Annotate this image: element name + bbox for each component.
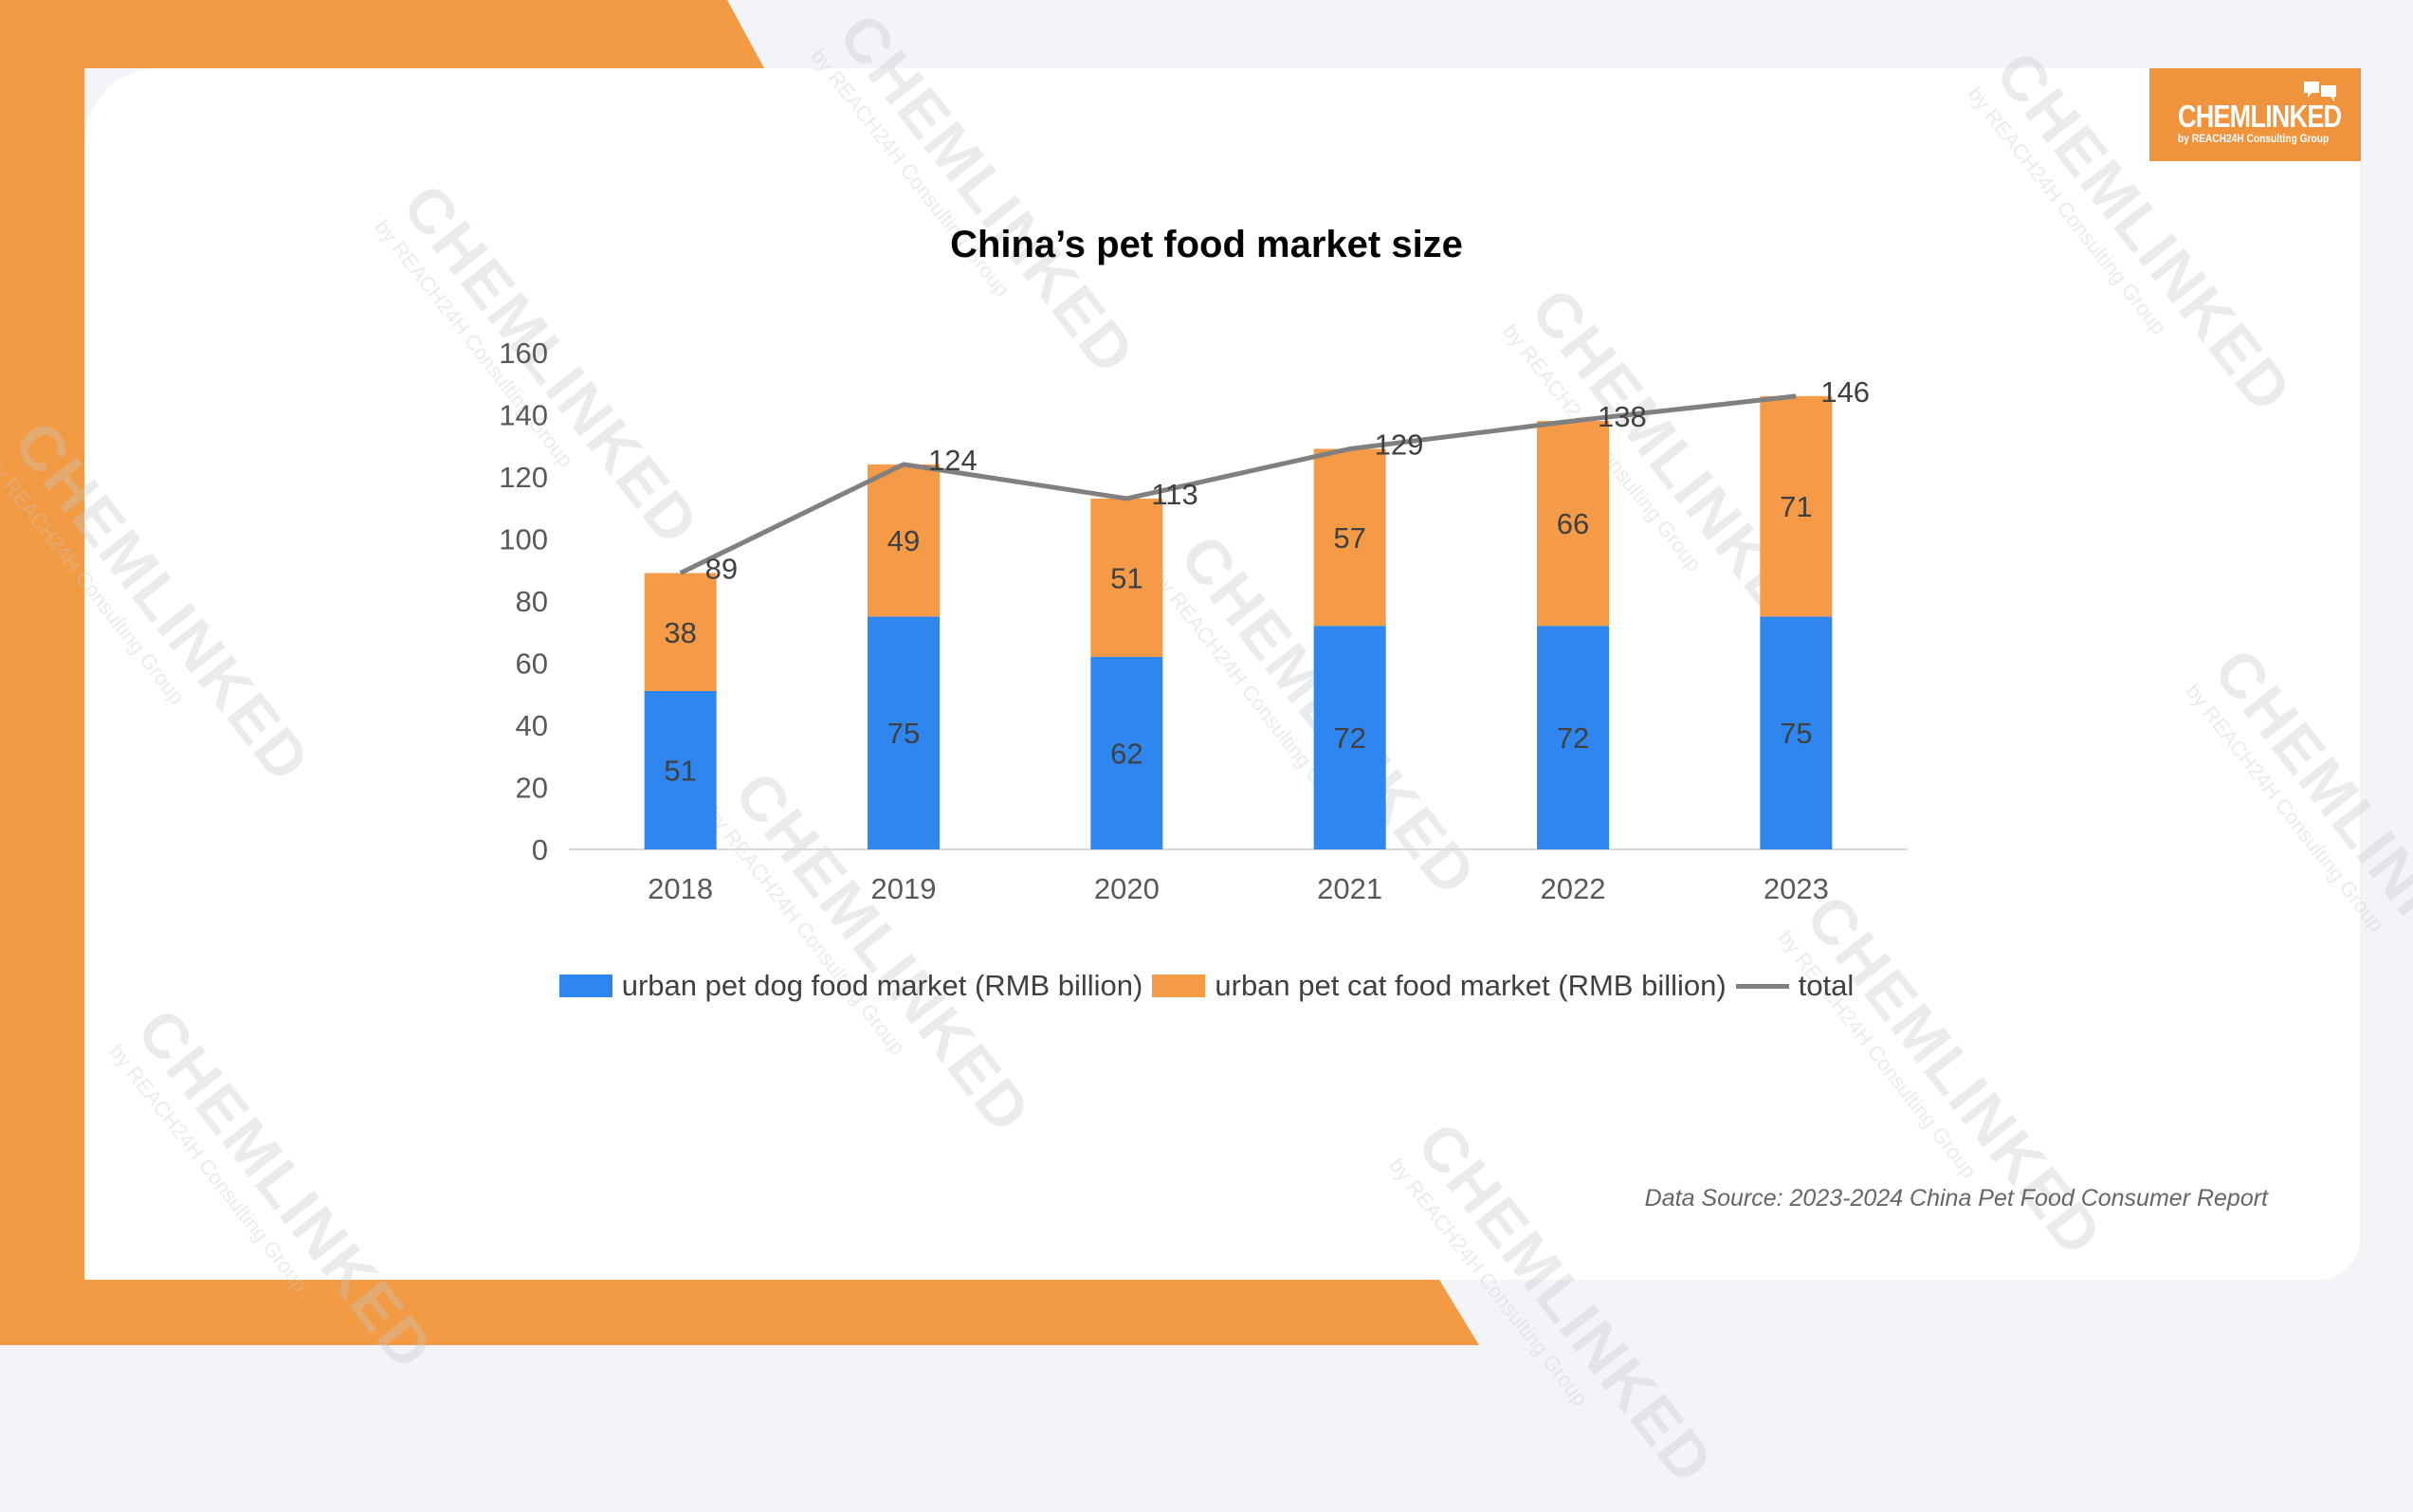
- data-label-dog: 72: [1333, 721, 1365, 755]
- data-label-dog: 72: [1557, 721, 1589, 755]
- bar-dog-2022: [1537, 626, 1609, 849]
- legend-swatch-cat: [1152, 975, 1206, 997]
- stacked-bar-line-chart: 0 20 40 60 80 100 120 140 160 51 38 2018 75 49 2019 62 5…: [499, 337, 1908, 905]
- bar-cat-2023: [1760, 395, 1833, 617]
- x-tick-label: 2023: [1764, 872, 1829, 905]
- bar-dog-2019: [868, 616, 940, 849]
- data-label-total: 89: [705, 553, 738, 586]
- bar-cat-2019: [868, 464, 940, 617]
- y-tick-label: 20: [516, 772, 548, 805]
- legend-label-cat: urban pet cat food market (RMB billion): [1215, 969, 1727, 1002]
- content-card: [84, 68, 2360, 1280]
- data-label-cat: 49: [887, 524, 920, 557]
- data-label-cat: 51: [1110, 561, 1143, 594]
- logo-wordmark: CHEMLINKED: [2178, 99, 2342, 134]
- chat-bubbles-icon: [2304, 82, 2336, 101]
- legend-item-total: total: [1735, 969, 1855, 1003]
- x-tick-label: 2020: [1094, 872, 1160, 905]
- x-tick-label: 2021: [1317, 872, 1382, 905]
- bar-dog-2018: [644, 690, 717, 849]
- data-label-total: 146: [1820, 375, 1870, 409]
- y-tick-label: 0: [532, 833, 548, 866]
- bar-cat-2020: [1090, 498, 1163, 657]
- data-label-dog: 75: [887, 717, 920, 750]
- legend-swatch-total: [1735, 983, 1789, 989]
- chart-title: China’s pet food market size: [950, 224, 1463, 265]
- series-line-total: [679, 393, 1797, 575]
- bar-cat-2021: [1313, 448, 1386, 627]
- bar-dog-2021: [1313, 626, 1386, 849]
- logo-tagline: by REACH24H Consulting Group: [2178, 132, 2330, 145]
- y-tick-label: 40: [516, 709, 548, 742]
- y-tick-label: 80: [516, 585, 548, 618]
- data-label-total: 124: [928, 444, 978, 477]
- data-source-note: Data Source: 2023-2024 China Pet Food Co…: [1644, 1185, 2268, 1211]
- data-label-total: 138: [1598, 400, 1647, 433]
- legend-label-dog: urban pet dog food market (RMB billion): [621, 969, 1143, 1002]
- x-tick-label: 2018: [648, 872, 713, 905]
- legend-label-total: total: [1798, 969, 1855, 1002]
- data-label-dog: 62: [1110, 737, 1143, 770]
- data-label-cat: 71: [1780, 490, 1812, 523]
- legend-item-dog: urban pet dog food market (RMB billion): [558, 969, 1143, 1003]
- y-tick-label: 60: [516, 647, 548, 681]
- bar-cat-2018: [644, 573, 717, 691]
- legend-item-cat: urban pet cat food market (RMB billion): [1152, 969, 1727, 1003]
- y-tick-label: 120: [499, 461, 548, 494]
- bar-dog-2020: [1090, 656, 1163, 849]
- bar-dog-2023: [1760, 616, 1833, 849]
- data-label-cat: 57: [1333, 521, 1365, 555]
- x-tick-label: 2019: [871, 872, 937, 905]
- x-tick-label: 2022: [1541, 872, 1606, 905]
- chart-legend: urban pet dog food market (RMB billion) …: [0, 969, 2413, 1003]
- data-label-dog: 51: [664, 754, 696, 787]
- y-tick-label: 160: [499, 337, 548, 370]
- data-label-cat: 38: [664, 616, 696, 649]
- data-label-total: 113: [1151, 478, 1197, 511]
- data-label-cat: 66: [1557, 507, 1589, 540]
- y-tick-label: 140: [499, 399, 548, 432]
- y-tick-label: 100: [499, 523, 548, 556]
- legend-swatch-dog: [558, 975, 612, 997]
- bar-cat-2022: [1537, 421, 1609, 627]
- chemlinked-logo: CHEMLINKED by REACH24H Consulting Group: [2149, 68, 2361, 161]
- data-label-total: 129: [1375, 428, 1424, 462]
- data-label-dog: 75: [1780, 717, 1812, 750]
